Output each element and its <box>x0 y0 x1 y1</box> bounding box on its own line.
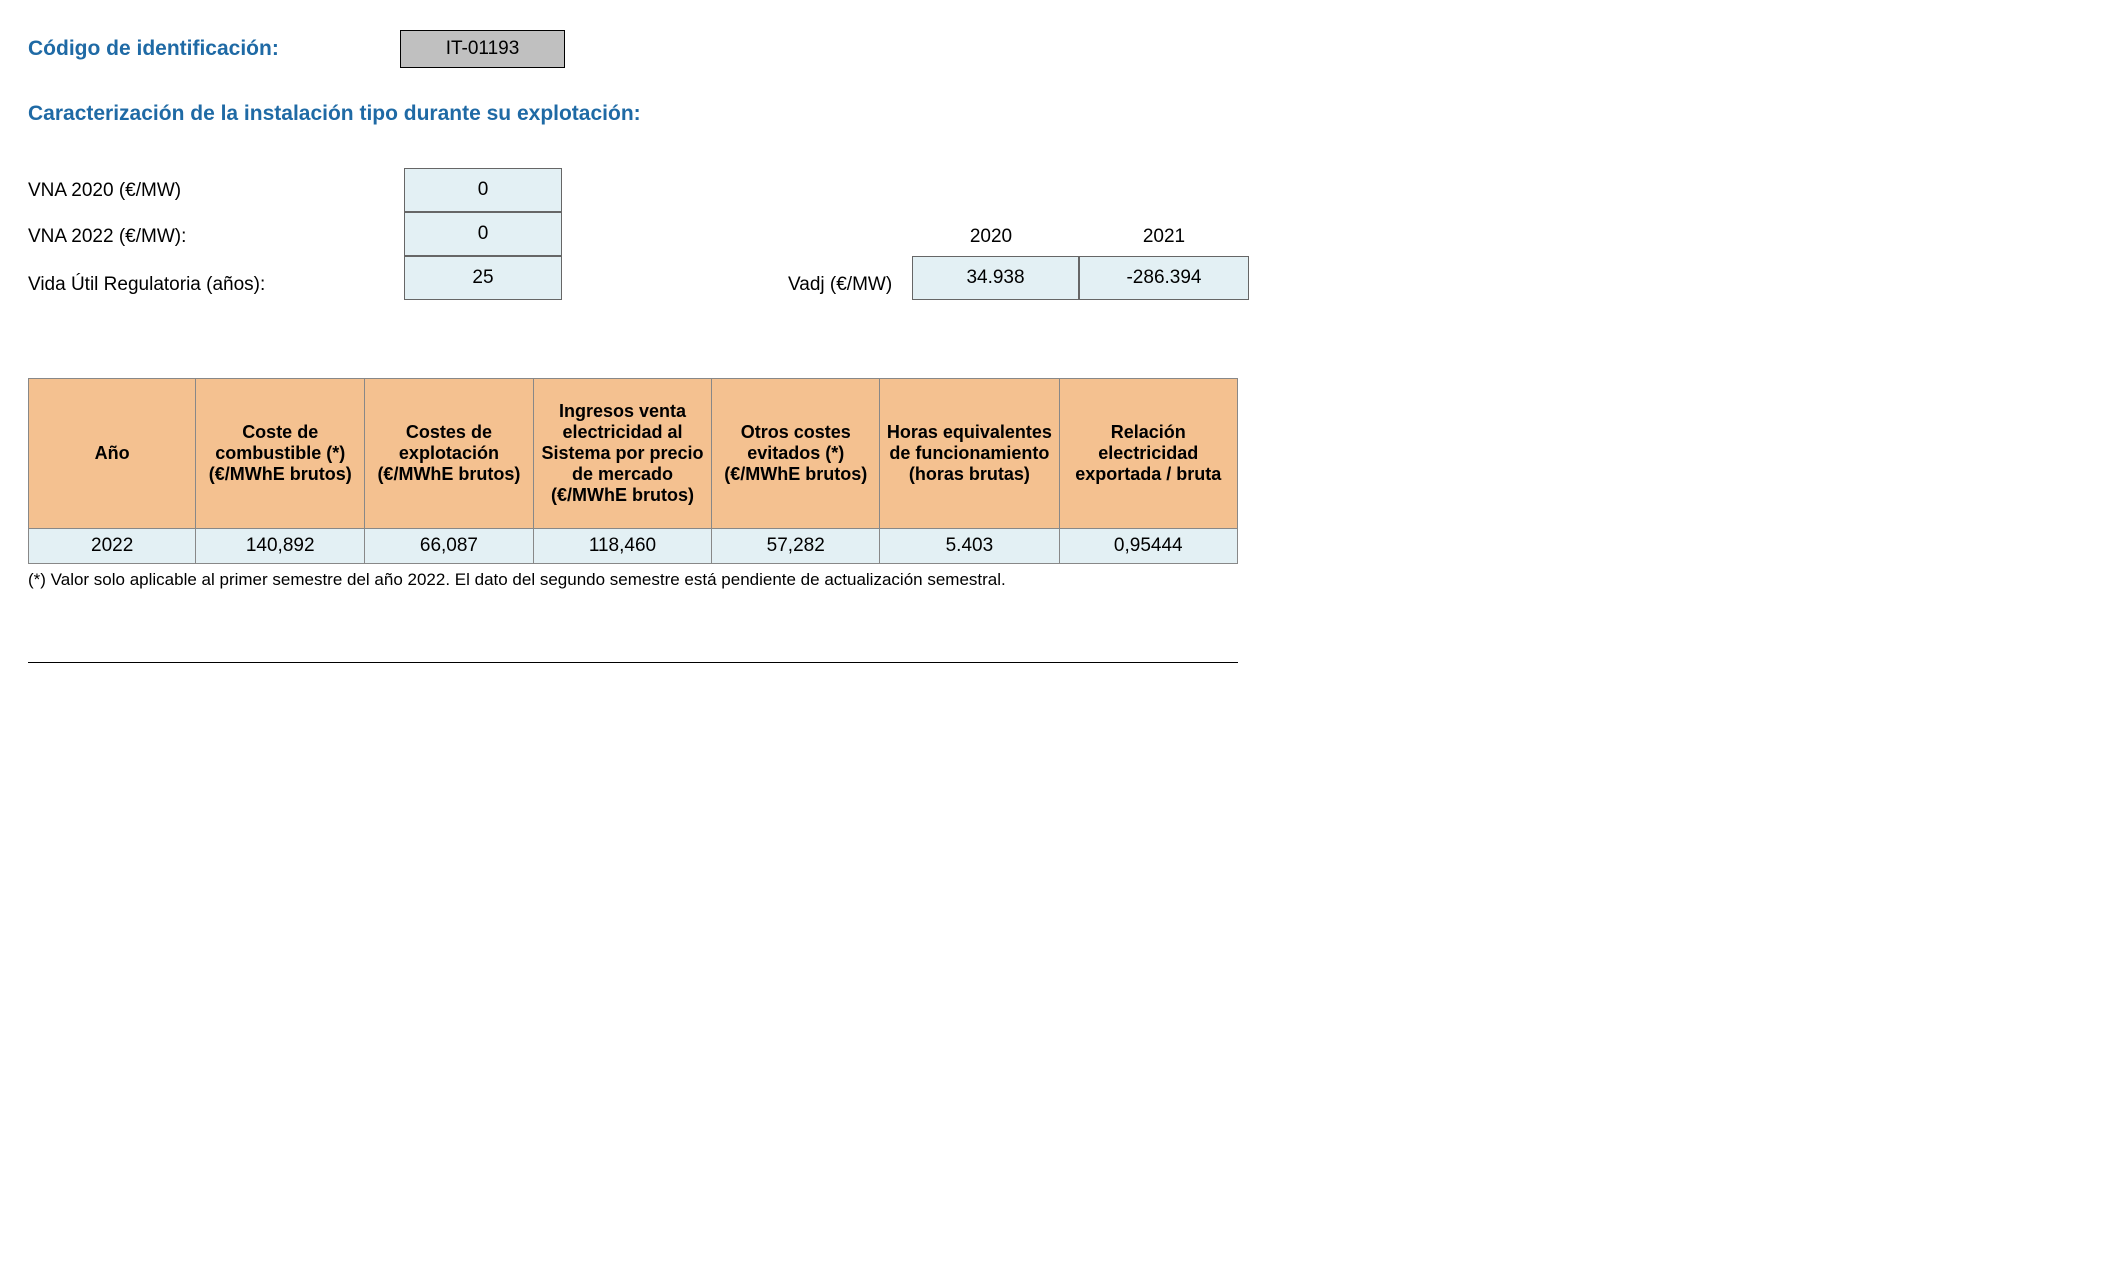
td-relacion: 0,95444 <box>1059 529 1238 564</box>
td-costes-expl: 66,087 <box>365 529 534 564</box>
vna2022-label: VNA 2022 (€/MW): <box>28 226 186 248</box>
identification-code-box: IT-01193 <box>400 30 565 68</box>
td-ano: 2022 <box>29 529 196 564</box>
vna2022-value: 0 <box>404 212 562 256</box>
header-label: Código de identificación: <box>28 37 400 61</box>
section-title: Caracterización de la instalación tipo d… <box>28 102 2098 126</box>
main-table: Año Coste de combustible (*) (€/MWhE bru… <box>28 378 1238 564</box>
td-otros: 57,282 <box>712 529 880 564</box>
params-grid: VNA 2020 (€/MW) 0 VNA 2022 (€/MW): 0 Vid… <box>28 174 2098 334</box>
header-row: Código de identificación: IT-01193 <box>28 30 2098 68</box>
th-ingresos: Ingresos venta electricidad al Sistema p… <box>533 379 711 529</box>
year-2020-label: 2020 <box>912 226 1070 248</box>
th-ano: Año <box>29 379 196 529</box>
td-coste-comb: 140,892 <box>196 529 365 564</box>
table-header-row: Año Coste de combustible (*) (€/MWhE bru… <box>29 379 1238 529</box>
year-2021-label: 2021 <box>1079 226 1249 248</box>
th-otros: Otros costes evitados (*) (€/MWhE brutos… <box>712 379 880 529</box>
divider-line <box>28 662 1238 663</box>
vna2020-label: VNA 2020 (€/MW) <box>28 180 181 202</box>
vadj-2021-value: -286.394 <box>1079 256 1249 300</box>
vida-value: 25 <box>404 256 562 300</box>
vna2020-value: 0 <box>404 168 562 212</box>
th-costes-expl: Costes de explotación (€/MWhE brutos) <box>365 379 534 529</box>
th-horas: Horas equivalentes de funcionamiento (ho… <box>880 379 1059 529</box>
th-coste-comb: Coste de combustible (*) (€/MWhE brutos) <box>196 379 365 529</box>
td-ingresos: 118,460 <box>533 529 711 564</box>
td-horas: 5.403 <box>880 529 1059 564</box>
th-relacion: Relación electricidad exportada / bruta <box>1059 379 1238 529</box>
vadj-2020-value: 34.938 <box>912 256 1079 300</box>
footnote: (*) Valor solo aplicable al primer semes… <box>28 570 2098 590</box>
vadj-label: Vadj (€/MW) <box>788 274 892 296</box>
table-row: 2022 140,892 66,087 118,460 57,282 5.403… <box>29 529 1238 564</box>
vida-label: Vida Útil Regulatoria (años): <box>28 274 265 296</box>
